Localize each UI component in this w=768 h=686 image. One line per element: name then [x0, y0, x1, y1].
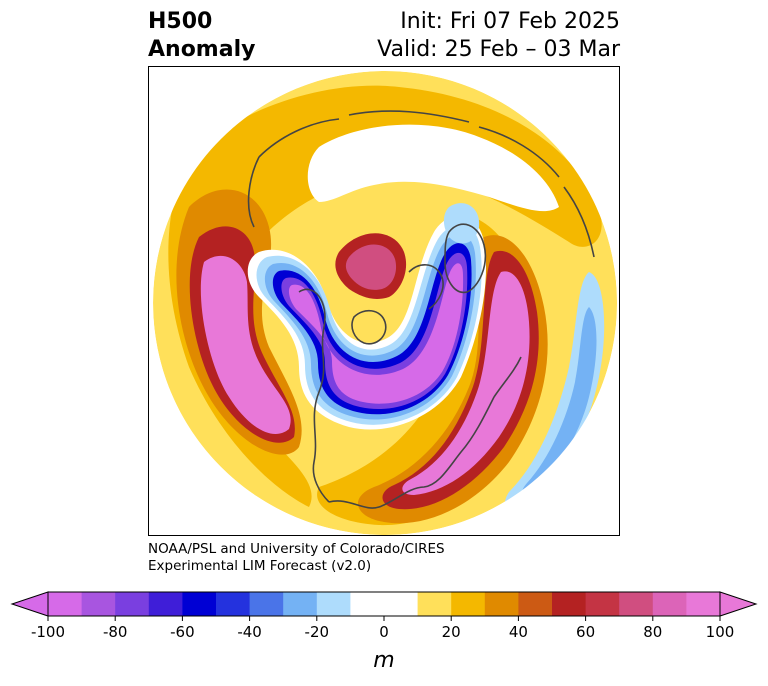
colorbar-tick-label: -20: [305, 623, 330, 641]
neg-greenland-patch: [443, 203, 480, 244]
colorbar-tick-label: 60: [576, 623, 595, 641]
credit-line-1: NOAA/PSL and University of Colorado/CIRE…: [148, 541, 445, 557]
colorbar-swatch: [686, 592, 721, 616]
coast-hudson-bay: [351, 309, 387, 345]
colorbar-swatches: [10, 591, 758, 617]
colorbar-tick-label: -100: [31, 623, 65, 641]
colorbar-swatch: [216, 592, 251, 616]
map-svg: [149, 67, 619, 535]
colorbar-unit: m: [373, 648, 395, 673]
coastlines: [247, 110, 595, 509]
colorbar-swatch: [585, 592, 620, 616]
colorbar-swatch: [115, 592, 150, 616]
arctic-neutral: [307, 124, 559, 212]
colorbar-over-arrow: [719, 591, 758, 617]
colorbar-swatch: [552, 592, 587, 616]
colorbar-swatch: [81, 592, 116, 616]
colorbar-swatch: [48, 592, 83, 616]
valid-range: Valid: 25 Feb – 03 Mar: [377, 37, 620, 62]
colorbar-tick-label: 80: [643, 623, 662, 641]
colorbar: -100 -80 -60 -40 -20 0 20 40 60 80 100: [10, 591, 758, 641]
pos-core-atlantic: [402, 271, 530, 495]
colorbar-tick-label: 0: [379, 623, 389, 641]
anomaly-fill: [153, 71, 617, 535]
colorbar-tick-label: 100: [706, 623, 735, 641]
coast-greenland: [444, 223, 486, 294]
coast-north-america: [298, 264, 522, 509]
forecast-dates: Init: Fri 07 Feb 2025 Valid: 25 Feb – 03…: [377, 8, 620, 64]
colorbar-swatch: [619, 592, 654, 616]
colorbar-swatch: [283, 592, 318, 616]
title-field: H500: [148, 9, 213, 34]
pos-hudson-core: [345, 244, 397, 290]
colorbar-swatch: [148, 592, 183, 616]
disc-outside: [149, 67, 619, 535]
colorbar-ticks: -100 -80 -60 -40 -20 0 20 40 60 80 100: [31, 616, 734, 641]
map-title: H500 Anomaly: [148, 8, 255, 64]
colorbar-swatch: [182, 592, 217, 616]
colorbar-swatch: [451, 592, 486, 616]
data-credit: NOAA/PSL and University of Colorado/CIRE…: [148, 541, 445, 575]
anomaly-map: [148, 66, 620, 536]
init-date: Init: Fri 07 Feb 2025: [400, 9, 620, 34]
pos-core-pacific: [200, 255, 291, 434]
coast-eurasia: [247, 110, 595, 258]
neg-atlantic-tongue: [504, 272, 605, 512]
colorbar-swatch: [316, 592, 351, 616]
colorbar-tick-label: -40: [237, 623, 262, 641]
colorbar-swatch: [417, 592, 452, 616]
colorbar-tick-label: 40: [509, 623, 528, 641]
credit-line-2: Experimental LIM Forecast (v2.0): [148, 558, 372, 574]
colorbar-under-arrow: [10, 591, 49, 617]
colorbar-swatch: [518, 592, 553, 616]
colorbar-tick-label: -80: [103, 623, 128, 641]
colorbar-tick-label: 20: [442, 623, 461, 641]
neg-core-band: [288, 263, 464, 404]
colorbar-tick-label: -60: [170, 623, 195, 641]
title-type: Anomaly: [148, 37, 256, 62]
colorbar-swatch: [249, 592, 284, 616]
colorbar-swatch: [484, 592, 519, 616]
colorbar-swatch: [350, 592, 419, 616]
colorbar-swatch: [652, 592, 687, 616]
